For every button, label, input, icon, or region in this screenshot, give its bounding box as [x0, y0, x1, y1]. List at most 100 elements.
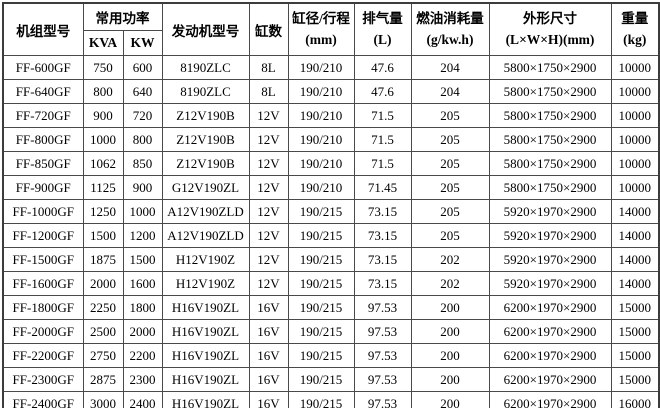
cell-cylinders: 12V [248, 127, 289, 152]
cell-model: FF-720GF [2, 103, 84, 128]
cell-model: FF-1200GF [2, 223, 84, 248]
cell-weight: 10000 [610, 151, 660, 176]
col-header-weight-title: 重量 [621, 11, 649, 26]
cell-kw: 720 [122, 103, 163, 128]
col-header-model: 机组型号 [2, 2, 84, 56]
cell-displacement: 73.15 [353, 247, 412, 272]
cell-dimensions: 5920×1970×2900 [488, 247, 612, 272]
cell-dimensions: 6200×1970×2900 [488, 367, 612, 392]
cell-bore-stroke: 190/215 [287, 295, 355, 320]
table-row: FF-1200GF 1500 1200 A12V190ZLD 12V 190/215 73.… [2, 223, 660, 248]
cell-dimensions: 6200×1970×2900 [488, 343, 612, 368]
cell-weight: 10000 [610, 55, 660, 80]
cell-fuel-consumption: 205 [410, 199, 490, 224]
table-row: FF-1500GF 1875 1500 H12V190Z 12V 190/215 73.15… [2, 247, 660, 272]
cell-bore-stroke: 190/215 [287, 367, 355, 392]
table-header: 机组型号 常用功率 发动机型号 缸数 缸径/行程 (mm) 排气量 (L) 燃油… [2, 2, 660, 56]
table-row: FF-800GF 1000 800 Z12V190B 12V 190/210 71.5 205… [2, 127, 660, 152]
cell-fuel-consumption: 200 [410, 343, 490, 368]
cell-cylinders: 16V [248, 343, 289, 368]
cell-kva: 1250 [82, 199, 124, 224]
table-row: FF-640GF 800 640 8190ZLC 8L 190/210 47.6 204 580… [2, 79, 660, 104]
cell-fuel-consumption: 205 [410, 175, 490, 200]
cell-model: FF-2200GF [2, 343, 84, 368]
cell-displacement: 97.53 [353, 367, 412, 392]
cell-engine: H12V190Z [161, 271, 250, 296]
cell-model: FF-640GF [2, 79, 84, 104]
cell-kw: 1000 [122, 199, 163, 224]
cell-kva: 1500 [82, 223, 124, 248]
cell-bore-stroke: 190/210 [287, 103, 355, 128]
cell-kva: 1875 [82, 247, 124, 272]
cell-kw: 640 [122, 79, 163, 104]
table-row: FF-600GF 750 600 8190ZLC 8L 190/210 47.6 204 580… [2, 55, 660, 80]
cell-kva: 750 [82, 55, 124, 80]
cell-model: FF-2300GF [2, 367, 84, 392]
cell-engine: H16V190ZL [161, 367, 250, 392]
cell-cylinders: 16V [248, 295, 289, 320]
cell-dimensions: 5800×1750×2900 [488, 103, 612, 128]
cell-engine: 8190ZLC [161, 79, 250, 104]
cell-dimensions: 5800×1750×2900 [488, 127, 612, 152]
cell-kw: 2400 [122, 391, 163, 408]
cell-displacement: 73.15 [353, 199, 412, 224]
cell-kva: 1125 [82, 175, 124, 200]
col-header-weight: 重量 (kg) [610, 2, 660, 56]
cell-dimensions: 6200×1970×2900 [488, 319, 612, 344]
cell-dimensions: 5800×1750×2900 [488, 55, 612, 80]
cell-engine: H12V190Z [161, 247, 250, 272]
col-header-power-group: 常用功率 [82, 2, 163, 31]
cell-kw: 900 [122, 175, 163, 200]
table-row: FF-1600GF 2000 1600 H12V190Z 12V 190/215 73.15… [2, 271, 660, 296]
cell-kw: 850 [122, 151, 163, 176]
cell-model: FF-2000GF [2, 319, 84, 344]
cell-cylinders: 16V [248, 319, 289, 344]
cell-displacement: 73.15 [353, 271, 412, 296]
cell-fuel-consumption: 204 [410, 79, 490, 104]
cell-kva: 1000 [82, 127, 124, 152]
col-header-fuel-title: 燃油消耗量 [416, 11, 484, 26]
cell-kva: 2750 [82, 343, 124, 368]
cell-model: FF-600GF [2, 55, 84, 80]
col-header-cylinders: 缸数 [248, 2, 289, 56]
cell-model: FF-1000GF [2, 199, 84, 224]
table-row: FF-2400GF 3000 2400 H16V190ZL 16V 190/215 97.5… [2, 391, 660, 408]
cell-kw: 2000 [122, 319, 163, 344]
table-row: FF-2300GF 2875 2300 H16V190ZL 16V 190/215 97.5… [2, 367, 660, 392]
cell-dimensions: 5920×1970×2900 [488, 223, 612, 248]
cell-fuel-consumption: 205 [410, 223, 490, 248]
cell-fuel-consumption: 202 [410, 271, 490, 296]
cell-bore-stroke: 190/215 [287, 391, 355, 408]
cell-fuel-consumption: 200 [410, 367, 490, 392]
cell-dimensions: 5920×1970×2900 [488, 271, 612, 296]
table-row: FF-1000GF 1250 1000 A12V190ZLD 12V 190/215 73.… [2, 199, 660, 224]
cell-engine: H16V190ZL [161, 391, 250, 408]
col-header-bore-stroke: 缸径/行程 (mm) [287, 2, 355, 56]
cell-cylinders: 12V [248, 199, 289, 224]
cell-engine: H16V190ZL [161, 343, 250, 368]
cell-fuel-consumption: 202 [410, 247, 490, 272]
cell-dimensions: 5800×1750×2900 [488, 151, 612, 176]
cell-weight: 14000 [610, 199, 660, 224]
cell-kw: 1500 [122, 247, 163, 272]
table-row: FF-2200GF 2750 2200 H16V190ZL 16V 190/215 97.5… [2, 343, 660, 368]
cell-kva: 800 [82, 79, 124, 104]
cell-kw: 600 [122, 55, 163, 80]
col-header-weight-unit: (kg) [623, 32, 647, 47]
cell-model: FF-900GF [2, 175, 84, 200]
cell-cylinders: 12V [248, 223, 289, 248]
col-header-engine: 发动机型号 [161, 2, 250, 56]
cell-displacement: 47.6 [353, 55, 412, 80]
cell-weight: 15000 [610, 343, 660, 368]
cell-displacement: 97.53 [353, 319, 412, 344]
cell-engine: 8190ZLC [161, 55, 250, 80]
cell-kw: 2300 [122, 367, 163, 392]
table-row: FF-850GF 1062 850 Z12V190B 12V 190/210 71.5 205… [2, 151, 660, 176]
cell-weight: 14000 [610, 271, 660, 296]
cell-displacement: 73.15 [353, 223, 412, 248]
cell-kva: 2000 [82, 271, 124, 296]
cell-model: FF-1600GF [2, 271, 84, 296]
cell-bore-stroke: 190/210 [287, 151, 355, 176]
